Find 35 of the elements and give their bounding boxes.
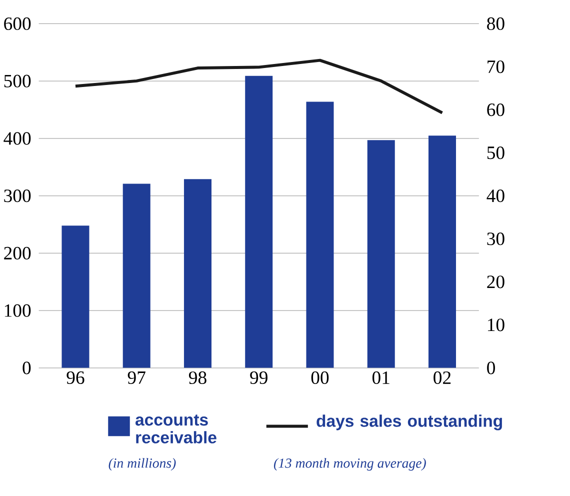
bar [428, 136, 456, 368]
bar [245, 76, 273, 368]
line-series [74, 59, 444, 115]
bar [367, 140, 395, 368]
y-tick-label: 200 [4, 247, 31, 260]
text: (in millions) [108, 458, 176, 471]
bar [306, 102, 334, 368]
x-tick-label: 00 [311, 372, 329, 384]
y-tick-label: 0 [22, 362, 31, 374]
y-tick-label: 100 [4, 304, 31, 318]
text: (13 month moving average) [274, 458, 426, 471]
bar [184, 179, 212, 368]
legend-label: days sales outstanding [316, 414, 502, 431]
y2-tick-label: 30 [487, 232, 504, 246]
x-tick-label: 98 [188, 372, 206, 384]
y2-tick-label: 0 [487, 362, 495, 374]
y2-tick-label: 70 [488, 60, 504, 74]
bar [122, 184, 150, 368]
x-tick-label: 02 [434, 372, 451, 384]
x-tick-label: 96 [66, 372, 84, 384]
y-tick-label: 500 [4, 75, 31, 88]
legend-label: accounts receivable [136, 414, 216, 444]
y-tick-label: 300 [4, 190, 31, 202]
x-tick-label: 97 [128, 372, 146, 384]
y2-tick-label: 50 [487, 146, 504, 160]
x-tick-label: 01 [372, 372, 390, 384]
y2-tick-label: 60 [487, 104, 504, 116]
y2-tick-label: 20 [487, 276, 504, 288]
bar [62, 226, 90, 368]
x-tick-label: 99 [250, 372, 268, 384]
y-tick-label: 400 [4, 132, 31, 146]
y2-tick-label: 40 [486, 190, 504, 202]
y2-tick-label: 80 [487, 18, 504, 30]
y-tick-label: 600 [4, 18, 31, 30]
y2-tick-label: 10 [488, 318, 504, 332]
